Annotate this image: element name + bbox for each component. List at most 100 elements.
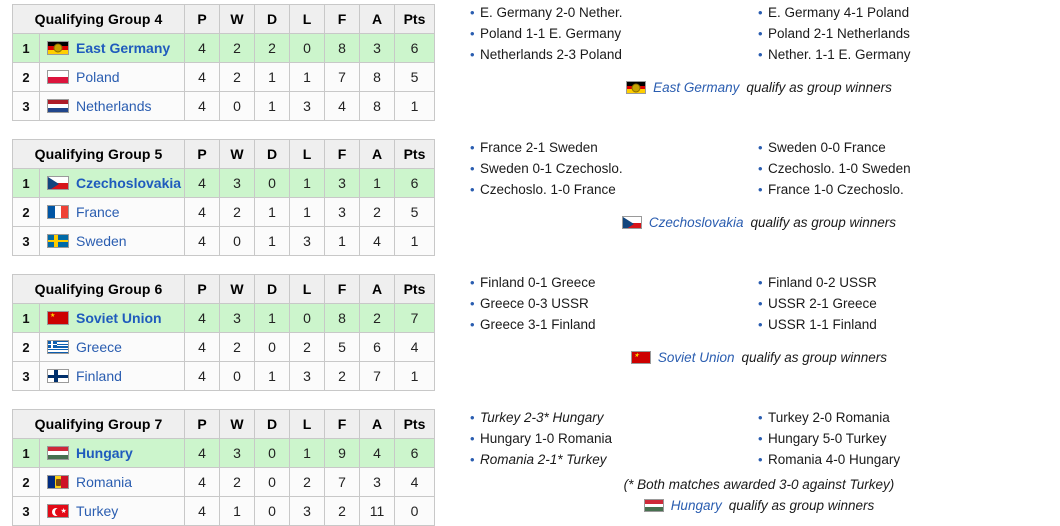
team-name-link[interactable]: France [76, 204, 120, 220]
stat-cell-pts: 4 [394, 467, 435, 497]
rank-cell: 3 [12, 226, 40, 256]
table-row: 2 Greece 4 2 0 2 5 6 4 [12, 332, 435, 362]
standings-table: Qualifying Group 4 P W D L F A Pts 1 East Germany… [12, 4, 435, 121]
stat-cell-d: 1 [254, 303, 290, 333]
match-result: • Finland 0-2 USSR [758, 272, 1048, 293]
bullet-icon: • [470, 182, 475, 197]
match-result-text: Hungary 5-0 Turkey [768, 431, 887, 446]
stat-cell-d: 0 [254, 168, 290, 198]
stat-cell-p: 4 [184, 438, 220, 468]
bullet-icon: • [758, 296, 763, 311]
column-header-p: P [184, 409, 220, 439]
team-name-link[interactable]: Soviet Union [76, 310, 162, 326]
column-header-f: F [324, 274, 360, 304]
team-name-link[interactable]: Poland [76, 69, 120, 85]
match-result-text: France 2-1 Sweden [480, 140, 598, 155]
bullet-icon: • [758, 431, 763, 446]
qualify-team-name[interactable]: Czechoslovakia [648, 215, 744, 230]
team-name-link[interactable]: Sweden [76, 233, 127, 249]
results-column-right: • E. Germany 4-1 Poland • Poland 2-1 Nether… [758, 2, 1048, 65]
team-name-link[interactable]: Czechoslovakia [76, 175, 182, 191]
stat-cell-l: 2 [289, 467, 325, 497]
stat-cell-w: 2 [219, 332, 255, 362]
stat-cell-a: 8 [359, 91, 395, 121]
match-result: • Sweden 0-0 France [758, 137, 1048, 158]
results-column-right: • Sweden 0-0 France • Czechoslo. 1-0 Sweden… [758, 137, 1048, 200]
rank-cell: 2 [12, 467, 40, 497]
team-cell[interactable]: ★ Turkey [39, 496, 185, 526]
team-cell[interactable]: Finland [39, 361, 185, 391]
stat-cell-a: 8 [359, 62, 395, 92]
stat-cell-f: 5 [324, 332, 360, 362]
stat-cell-w: 3 [219, 303, 255, 333]
team-cell[interactable]: Greece [39, 332, 185, 362]
table-row: 3 Netherlands 4 0 1 3 4 8 1 [12, 91, 435, 121]
match-result-text: E. Germany 4-1 Poland [768, 5, 910, 20]
stat-cell-pts: 6 [394, 438, 435, 468]
column-header-pts: Pts [394, 274, 435, 304]
team-cell[interactable]: France [39, 197, 185, 227]
table-header-row: Qualifying Group 5 P W D L F A Pts [12, 139, 435, 169]
team-cell[interactable]: Sweden [39, 226, 185, 256]
stat-cell-l: 0 [289, 33, 325, 63]
team-cell[interactable]: East Germany [39, 33, 185, 63]
stat-cell-l: 3 [289, 91, 325, 121]
table-row: 1 ★ Soviet Union 4 3 1 0 8 2 7 [12, 303, 435, 333]
column-header-a: A [359, 409, 395, 439]
column-header-f: F [324, 409, 360, 439]
team-name-link[interactable]: East Germany [76, 40, 171, 56]
stat-cell-p: 4 [184, 197, 220, 227]
results-column-left: • France 2-1 Sweden • Sweden 0-1 Czechoslo.… [470, 137, 755, 200]
team-cell[interactable]: Poland [39, 62, 185, 92]
team-name-link[interactable]: Finland [76, 368, 122, 384]
column-header-pts: Pts [394, 4, 435, 34]
match-result: • Hungary 5-0 Turkey [758, 428, 1048, 449]
stat-cell-w: 1 [219, 496, 255, 526]
stat-cell-d: 1 [254, 197, 290, 227]
team-name-link[interactable]: Netherlands [76, 98, 152, 114]
stat-cell-a: 2 [359, 303, 395, 333]
team-cell[interactable]: ★ Soviet Union [39, 303, 185, 333]
team-name-link[interactable]: Turkey [76, 503, 119, 519]
match-result-text: Sweden 0-0 France [768, 140, 886, 155]
qualify-team-name[interactable]: East Germany [653, 80, 740, 95]
match-result: • E. Germany 4-1 Poland [758, 2, 1048, 23]
team-cell[interactable]: Czechoslovakia [39, 168, 185, 198]
match-result-text: Czechoslo. 1-0 France [480, 182, 616, 197]
stat-cell-a: 11 [359, 496, 395, 526]
bullet-icon: • [758, 161, 763, 176]
team-name-link[interactable]: Greece [76, 339, 122, 355]
team-name-link[interactable]: Romania [76, 474, 133, 490]
column-header-w: W [219, 409, 255, 439]
stat-cell-d: 1 [254, 361, 290, 391]
column-header-l: L [289, 274, 325, 304]
standings-table: Qualifying Group 5 P W D L F A Pts 1 Czechoslovak… [12, 139, 435, 256]
team-cell[interactable]: Romania [39, 467, 185, 497]
stat-cell-l: 1 [289, 438, 325, 468]
qualify-team-name[interactable]: Hungary [670, 498, 722, 513]
team-cell[interactable]: Netherlands [39, 91, 185, 121]
stat-cell-f: 3 [324, 168, 360, 198]
match-result: • Poland 1-1 E. Germany [470, 23, 755, 44]
team-name-link[interactable]: Hungary [76, 445, 133, 461]
qualify-text: qualify as group winners [728, 498, 875, 513]
stat-cell-d: 1 [254, 91, 290, 121]
column-header-d: D [254, 139, 290, 169]
match-result-text: USSR 1-1 Finland [768, 317, 877, 332]
qualify-team-name[interactable]: Soviet Union [657, 350, 735, 365]
match-result-text: E. Germany 2-0 Nether. [480, 5, 623, 20]
stat-cell-f: 8 [324, 33, 360, 63]
flag-hungary-icon [643, 499, 664, 512]
standings-table: Qualifying Group 6 P W D L F A Pts 1 ★ Soviet Unio… [12, 274, 435, 391]
stat-cell-a: 4 [359, 438, 395, 468]
bullet-icon: • [758, 317, 763, 332]
stat-cell-p: 4 [184, 62, 220, 92]
bullet-icon: • [758, 452, 763, 467]
match-result: • France 1-0 Czechoslo. [758, 179, 1048, 200]
stat-cell-a: 2 [359, 197, 395, 227]
team-cell[interactable]: Hungary [39, 438, 185, 468]
column-header-w: W [219, 274, 255, 304]
stat-cell-l: 1 [289, 197, 325, 227]
stat-cell-pts: 1 [394, 226, 435, 256]
bullet-icon: • [758, 5, 763, 20]
